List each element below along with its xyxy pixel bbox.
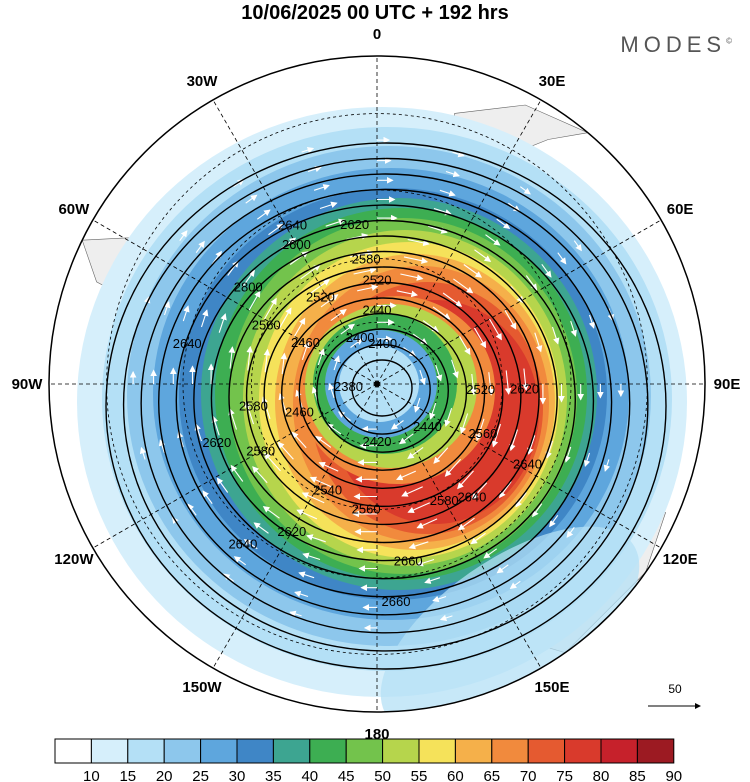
contour-label-18: 2440: [413, 419, 442, 434]
colorbar-tick-40: 40: [301, 768, 318, 782]
reference-vector: 50: [648, 682, 700, 706]
lon-label-0: 0: [373, 26, 381, 43]
colorbar-swatch-9: [383, 739, 419, 763]
colorbar-swatch-14: [565, 739, 601, 763]
colorbar-swatch-0: [55, 739, 91, 763]
lon-label-30e: 30E: [539, 73, 566, 90]
contour-label-24: 2540: [313, 482, 342, 497]
colorbar-tick-10: 10: [83, 768, 100, 782]
lon-label-90w: 90W: [12, 376, 44, 393]
colorbar-swatch-16: [637, 739, 673, 763]
contour-label-22: 2560: [468, 426, 497, 441]
contour-label-25: 2560: [352, 502, 381, 517]
colorbar-tick-85: 85: [629, 768, 646, 782]
contour-label-17: 2580: [246, 444, 275, 459]
colorbar-tick-65: 65: [483, 768, 500, 782]
contour-label-29: 2640: [228, 536, 257, 551]
contour-label-9: 2460: [291, 335, 320, 350]
colorbar-tick-30: 30: [229, 768, 246, 782]
colorbar-tick-15: 15: [119, 768, 136, 782]
colorbar-tick-60: 60: [447, 768, 464, 782]
colorbar-swatch-15: [601, 739, 637, 763]
map-disk: 2640 2620 2600 2580 2520 2800 2520 2440 2560 2460…: [40, 50, 720, 773]
contour-label-13: 2580: [239, 398, 268, 413]
colorbar-tick-55: 55: [411, 768, 428, 782]
colorbar-swatch-4: [201, 739, 237, 763]
contour-label-7: 2440: [363, 302, 392, 317]
colorbar-swatch-3: [164, 739, 200, 763]
colorbar-swatch-12: [492, 739, 528, 763]
south-pole-marker: [374, 381, 380, 387]
lon-label-120e: 120E: [663, 551, 698, 568]
colorbar-tick-20: 20: [156, 768, 173, 782]
lon-label-150w: 150W: [182, 679, 222, 696]
contour-label-23: 2640: [513, 457, 542, 472]
colorbar-tick-35: 35: [265, 768, 282, 782]
contour-label-15: 2460: [285, 405, 314, 420]
colorbar-swatch-11: [455, 739, 491, 763]
lon-label-150e: 150E: [534, 679, 569, 696]
contour-label-21: 2620: [510, 382, 539, 397]
contour-label-30: 2660: [394, 554, 423, 569]
contour-label-0: 2640: [278, 218, 307, 233]
contour-label-6: 2520: [306, 289, 335, 304]
colorbar-swatch-10: [419, 739, 455, 763]
colorbar-swatch-7: [310, 739, 346, 763]
colorbar-tick-25: 25: [192, 768, 209, 782]
colorbar-tick-75: 75: [556, 768, 573, 782]
lon-label-90e: 90E: [714, 376, 741, 393]
contour-label-11: 2400: [368, 336, 397, 351]
contour-label-12: 2640: [173, 336, 202, 351]
lon-label-30w: 30W: [187, 73, 219, 90]
colorbar-tick-80: 80: [593, 768, 610, 782]
contour-label-26: 2580: [430, 493, 459, 508]
colorbar: 10 15 20 25 30 35 40 45 50 55 60 65 70 75 80 85 90: [55, 739, 682, 782]
contour-label-4: 2520: [363, 273, 392, 288]
contour-label-2: 2600: [282, 237, 311, 252]
colorbar-tick-70: 70: [520, 768, 537, 782]
colorbar-swatch-6: [273, 739, 309, 763]
contour-label-14: 2380: [334, 379, 363, 394]
reference-vector-label: 50: [668, 682, 682, 696]
contour-label-16: 2620: [202, 435, 231, 450]
contour-label-27: 2640: [457, 490, 486, 505]
contour-label-28: 2620: [277, 524, 306, 539]
contour-label-8: 2560: [252, 318, 281, 333]
contour-label-1: 2620: [340, 217, 369, 232]
contour-label-3: 2580: [352, 252, 381, 267]
colorbar-tick-50: 50: [374, 768, 391, 782]
colorbar-tick-45: 45: [338, 768, 355, 782]
colorbar-swatch-5: [237, 739, 273, 763]
contour-label-20: 2520: [466, 382, 495, 397]
contour-label-5: 2800: [234, 279, 263, 294]
colorbar-swatch-2: [128, 739, 164, 763]
colorbar-swatch-8: [346, 739, 382, 763]
lon-label-60w: 60W: [58, 201, 90, 218]
contour-label-19: 2420: [363, 434, 392, 449]
colorbar-swatch-13: [528, 739, 564, 763]
lon-label-60e: 60E: [667, 201, 694, 218]
contour-label-31: 2660: [382, 594, 411, 609]
colorbar-swatch-1: [91, 739, 127, 763]
colorbar-tick-90: 90: [665, 768, 682, 782]
lon-label-120w: 120W: [54, 551, 94, 568]
